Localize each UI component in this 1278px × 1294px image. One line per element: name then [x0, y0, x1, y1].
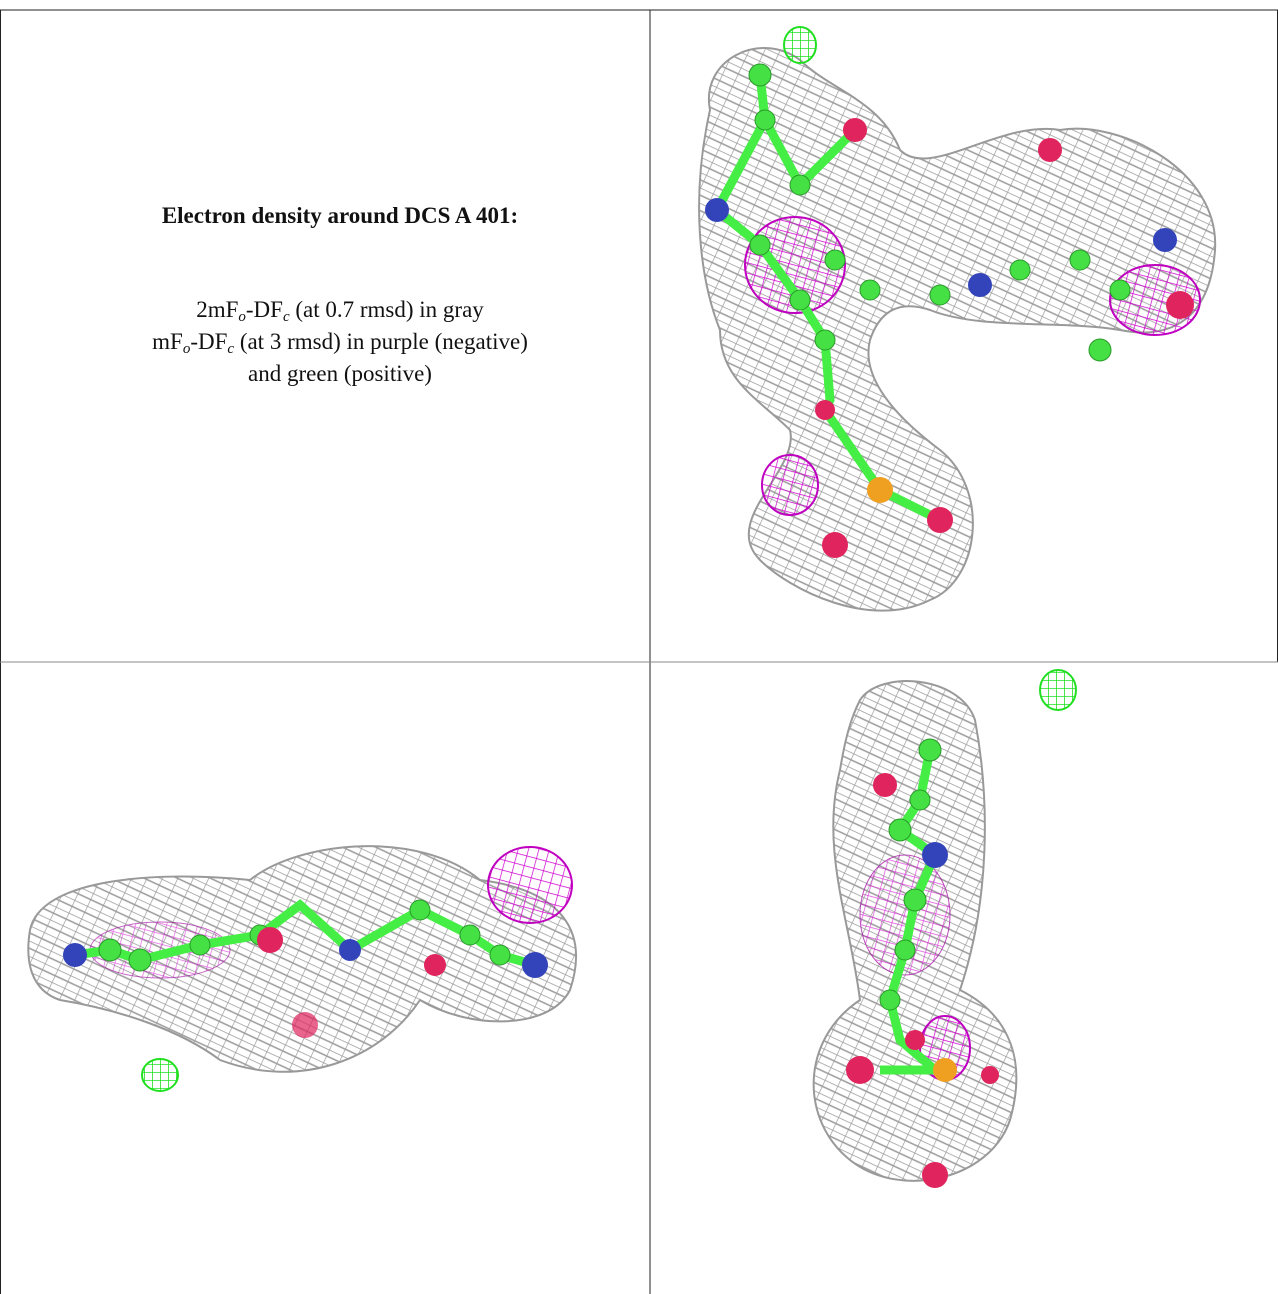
caption-title: Electron density around DCS A 401: — [0, 200, 680, 232]
caption-line: mFo-DFc (at 3 rmsd) in purple (negative) — [0, 326, 680, 358]
subscript: o — [238, 309, 246, 325]
text: mF — [152, 329, 183, 354]
molecule-view-top — [699, 27, 1215, 611]
caption: Electron density around DCS A 401: 2mFo-… — [0, 200, 680, 390]
text: -DF — [246, 297, 283, 322]
text: -DF — [190, 329, 227, 354]
molecule-view-end — [814, 670, 1076, 1188]
text: 2mF — [196, 297, 238, 322]
text: (at 3 rmsd) in purple (negative) — [234, 329, 528, 354]
molecule-view-side — [28, 846, 576, 1091]
caption-line: 2mFo-DFc (at 0.7 rmsd) in gray — [0, 294, 680, 326]
page: Electron density around DCS A 401: 2mFo-… — [0, 0, 1278, 1294]
caption-line: and green (positive) — [0, 358, 680, 390]
figure — [0, 0, 1278, 1294]
subscript: c — [283, 309, 290, 325]
text: (at 0.7 rmsd) in gray — [290, 297, 484, 322]
